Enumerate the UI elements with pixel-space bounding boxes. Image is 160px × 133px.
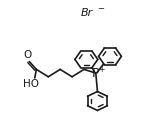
Text: Br: Br — [80, 8, 93, 18]
Text: −: − — [97, 4, 104, 13]
Text: HO: HO — [23, 79, 39, 89]
Text: +: + — [98, 65, 104, 74]
Text: O: O — [23, 50, 32, 60]
Text: P: P — [92, 67, 100, 80]
